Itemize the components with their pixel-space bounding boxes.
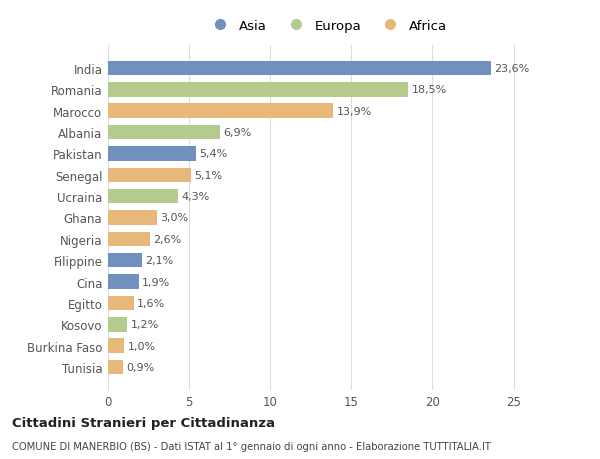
Bar bbox=[108, 104, 334, 119]
Text: 1,9%: 1,9% bbox=[142, 277, 170, 287]
Bar bbox=[108, 360, 122, 375]
Legend: Asia, Europa, Africa: Asia, Europa, Africa bbox=[202, 15, 452, 38]
Bar bbox=[108, 317, 127, 332]
Text: 4,3%: 4,3% bbox=[181, 192, 209, 202]
Bar bbox=[108, 125, 220, 140]
Text: 23,6%: 23,6% bbox=[494, 64, 529, 74]
Bar bbox=[108, 83, 408, 97]
Text: 2,1%: 2,1% bbox=[145, 256, 173, 266]
Bar bbox=[108, 211, 157, 225]
Bar bbox=[108, 275, 139, 289]
Text: 1,6%: 1,6% bbox=[137, 298, 166, 308]
Bar bbox=[108, 147, 196, 161]
Text: 5,4%: 5,4% bbox=[199, 149, 227, 159]
Text: 3,0%: 3,0% bbox=[160, 213, 188, 223]
Text: Cittadini Stranieri per Cittadinanza: Cittadini Stranieri per Cittadinanza bbox=[12, 416, 275, 429]
Text: 1,0%: 1,0% bbox=[127, 341, 155, 351]
Text: 2,6%: 2,6% bbox=[154, 235, 182, 244]
Bar bbox=[108, 232, 150, 246]
Bar bbox=[108, 253, 142, 268]
Bar bbox=[108, 296, 134, 311]
Text: COMUNE DI MANERBIO (BS) - Dati ISTAT al 1° gennaio di ogni anno - Elaborazione T: COMUNE DI MANERBIO (BS) - Dati ISTAT al … bbox=[12, 441, 491, 451]
Text: 1,2%: 1,2% bbox=[131, 319, 159, 330]
Bar bbox=[108, 168, 191, 183]
Bar bbox=[108, 62, 491, 76]
Text: 0,9%: 0,9% bbox=[126, 362, 154, 372]
Text: 5,1%: 5,1% bbox=[194, 170, 222, 180]
Text: 13,9%: 13,9% bbox=[337, 106, 372, 117]
Bar bbox=[108, 190, 178, 204]
Text: 6,9%: 6,9% bbox=[223, 128, 251, 138]
Bar bbox=[108, 339, 124, 353]
Text: 18,5%: 18,5% bbox=[412, 85, 446, 95]
